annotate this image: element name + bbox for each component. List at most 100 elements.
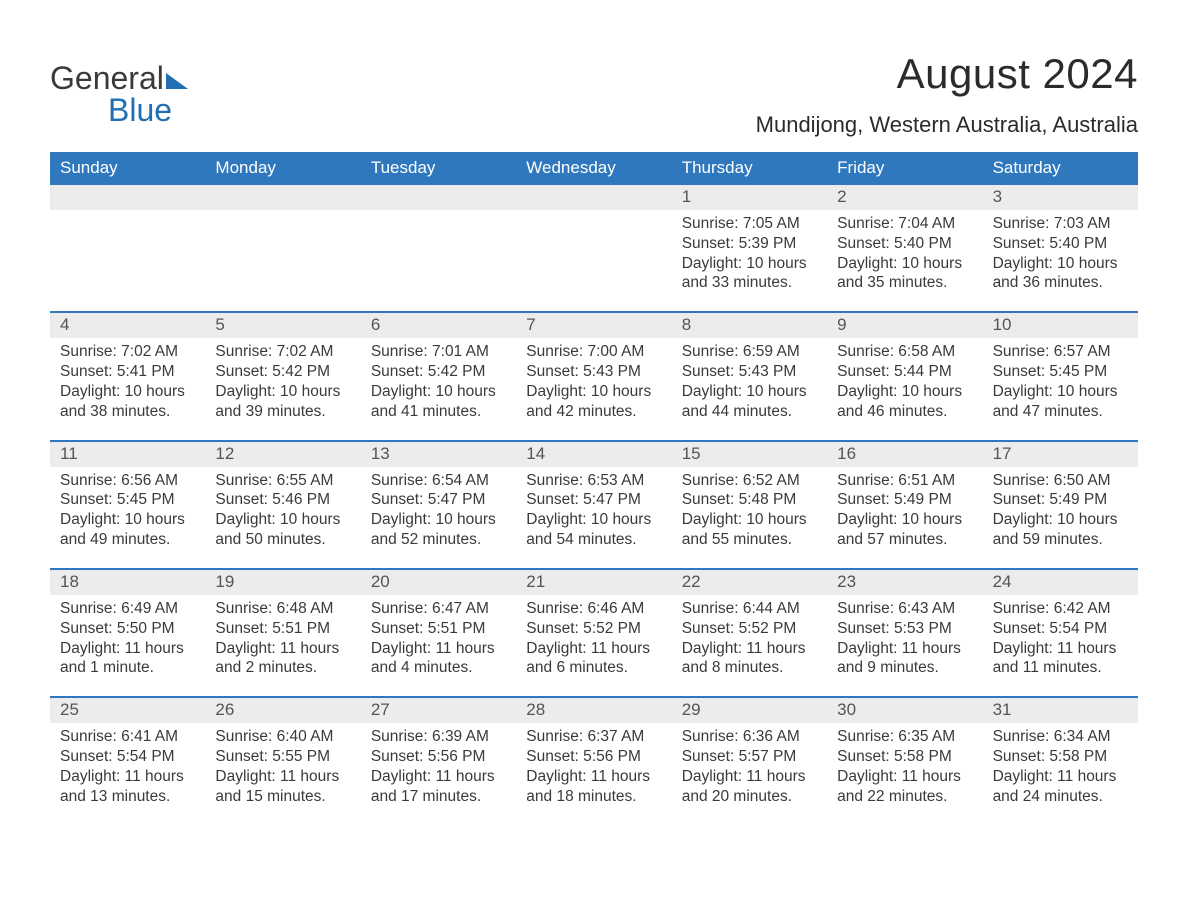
day-cell: Sunrise: 6:41 AMSunset: 5:54 PMDaylight:… (50, 723, 205, 812)
sunset-value: Sunset: 5:58 PM (993, 747, 1128, 767)
sunrise-value: Sunrise: 6:34 AM (993, 727, 1128, 747)
sunrise-value: Sunrise: 6:58 AM (837, 342, 972, 362)
day-cell: Sunrise: 6:57 AMSunset: 5:45 PMDaylight:… (983, 338, 1138, 439)
daylight-value: Daylight: 10 hours and 44 minutes. (682, 382, 817, 422)
sunrise-value: Sunrise: 6:50 AM (993, 471, 1128, 491)
daylight-value: Daylight: 11 hours and 24 minutes. (993, 767, 1128, 807)
daylight-value: Daylight: 11 hours and 18 minutes. (526, 767, 661, 807)
day-cell: Sunrise: 7:02 AMSunset: 5:42 PMDaylight:… (205, 338, 360, 439)
sunset-value: Sunset: 5:39 PM (682, 234, 817, 254)
weekday-header-row: SundayMondayTuesdayWednesdayThursdayFrid… (50, 152, 1138, 185)
sunset-value: Sunset: 5:48 PM (682, 490, 817, 510)
day-cell: Sunrise: 7:03 AMSunset: 5:40 PMDaylight:… (983, 210, 1138, 311)
sunrise-value: Sunrise: 6:36 AM (682, 727, 817, 747)
calendar-week: 45678910Sunrise: 7:02 AMSunset: 5:41 PMD… (50, 311, 1138, 439)
sunrise-value: Sunrise: 6:48 AM (215, 599, 350, 619)
sunset-value: Sunset: 5:57 PM (682, 747, 817, 767)
day-cell: Sunrise: 6:49 AMSunset: 5:50 PMDaylight:… (50, 595, 205, 696)
daylight-value: Daylight: 10 hours and 49 minutes. (60, 510, 195, 550)
brand-word-2: Blue (108, 92, 172, 128)
day-cell: Sunrise: 6:34 AMSunset: 5:58 PMDaylight:… (983, 723, 1138, 812)
daylight-value: Daylight: 11 hours and 17 minutes. (371, 767, 506, 807)
day-cell: Sunrise: 7:04 AMSunset: 5:40 PMDaylight:… (827, 210, 982, 311)
day-cell: Sunrise: 6:55 AMSunset: 5:46 PMDaylight:… (205, 467, 360, 568)
sunset-value: Sunset: 5:54 PM (993, 619, 1128, 639)
day-cell: Sunrise: 7:01 AMSunset: 5:42 PMDaylight:… (361, 338, 516, 439)
title-block: August 2024 Mundijong, Western Australia… (756, 50, 1138, 138)
daylight-value: Daylight: 10 hours and 39 minutes. (215, 382, 350, 422)
day-cell: Sunrise: 6:59 AMSunset: 5:43 PMDaylight:… (672, 338, 827, 439)
day-number: 10 (983, 313, 1138, 338)
sunrise-value: Sunrise: 6:41 AM (60, 727, 195, 747)
daylight-value: Daylight: 10 hours and 54 minutes. (526, 510, 661, 550)
day-cell: Sunrise: 7:05 AMSunset: 5:39 PMDaylight:… (672, 210, 827, 311)
day-cell: Sunrise: 6:44 AMSunset: 5:52 PMDaylight:… (672, 595, 827, 696)
daylight-value: Daylight: 11 hours and 8 minutes. (682, 639, 817, 679)
sunrise-value: Sunrise: 6:42 AM (993, 599, 1128, 619)
day-number: 9 (827, 313, 982, 338)
day-cell: Sunrise: 6:53 AMSunset: 5:47 PMDaylight:… (516, 467, 671, 568)
day-number: 4 (50, 313, 205, 338)
sunset-value: Sunset: 5:46 PM (215, 490, 350, 510)
calendar-page: General Blue August 2024 Mundijong, West… (0, 0, 1188, 853)
day-number: 19 (205, 570, 360, 595)
day-number: 16 (827, 442, 982, 467)
day-number (361, 185, 516, 210)
sunset-value: Sunset: 5:45 PM (993, 362, 1128, 382)
day-number-row: 18192021222324 (50, 570, 1138, 595)
daylight-value: Daylight: 11 hours and 15 minutes. (215, 767, 350, 807)
sunset-value: Sunset: 5:40 PM (993, 234, 1128, 254)
sunrise-value: Sunrise: 6:40 AM (215, 727, 350, 747)
daylight-value: Daylight: 11 hours and 11 minutes. (993, 639, 1128, 679)
day-number-row: 25262728293031 (50, 698, 1138, 723)
calendar-week: 123Sunrise: 7:05 AMSunset: 5:39 PMDaylig… (50, 185, 1138, 311)
sunset-value: Sunset: 5:52 PM (526, 619, 661, 639)
brand-logo: General Blue (50, 50, 188, 126)
day-number: 20 (361, 570, 516, 595)
sunrise-value: Sunrise: 6:46 AM (526, 599, 661, 619)
day-number: 30 (827, 698, 982, 723)
day-cell: Sunrise: 6:39 AMSunset: 5:56 PMDaylight:… (361, 723, 516, 812)
day-number: 3 (983, 185, 1138, 210)
daylight-value: Daylight: 10 hours and 55 minutes. (682, 510, 817, 550)
day-content-row: Sunrise: 7:05 AMSunset: 5:39 PMDaylight:… (50, 210, 1138, 311)
day-cell: Sunrise: 6:56 AMSunset: 5:45 PMDaylight:… (50, 467, 205, 568)
daylight-value: Daylight: 10 hours and 52 minutes. (371, 510, 506, 550)
day-cell (516, 210, 671, 311)
daylight-value: Daylight: 10 hours and 42 minutes. (526, 382, 661, 422)
sunset-value: Sunset: 5:50 PM (60, 619, 195, 639)
day-content-row: Sunrise: 6:49 AMSunset: 5:50 PMDaylight:… (50, 595, 1138, 696)
day-number: 25 (50, 698, 205, 723)
sunset-value: Sunset: 5:42 PM (215, 362, 350, 382)
day-cell: Sunrise: 6:58 AMSunset: 5:44 PMDaylight:… (827, 338, 982, 439)
daylight-value: Daylight: 11 hours and 6 minutes. (526, 639, 661, 679)
sunrise-value: Sunrise: 6:57 AM (993, 342, 1128, 362)
sunrise-value: Sunrise: 6:43 AM (837, 599, 972, 619)
weekday-header: Wednesday (516, 152, 671, 185)
day-number: 6 (361, 313, 516, 338)
sunset-value: Sunset: 5:41 PM (60, 362, 195, 382)
day-number: 22 (672, 570, 827, 595)
daylight-value: Daylight: 10 hours and 33 minutes. (682, 254, 817, 294)
brand-text: General Blue (50, 62, 188, 126)
day-cell: Sunrise: 6:47 AMSunset: 5:51 PMDaylight:… (361, 595, 516, 696)
day-number: 5 (205, 313, 360, 338)
sunset-value: Sunset: 5:45 PM (60, 490, 195, 510)
daylight-value: Daylight: 10 hours and 41 minutes. (371, 382, 506, 422)
day-cell: Sunrise: 6:48 AMSunset: 5:51 PMDaylight:… (205, 595, 360, 696)
day-number: 23 (827, 570, 982, 595)
daylight-value: Daylight: 11 hours and 22 minutes. (837, 767, 972, 807)
day-number: 1 (672, 185, 827, 210)
daylight-value: Daylight: 10 hours and 35 minutes. (837, 254, 972, 294)
daylight-value: Daylight: 10 hours and 47 minutes. (993, 382, 1128, 422)
sunrise-value: Sunrise: 7:05 AM (682, 214, 817, 234)
sunset-value: Sunset: 5:40 PM (837, 234, 972, 254)
sunset-value: Sunset: 5:55 PM (215, 747, 350, 767)
day-number (516, 185, 671, 210)
sunset-value: Sunset: 5:43 PM (526, 362, 661, 382)
day-content-row: Sunrise: 6:56 AMSunset: 5:45 PMDaylight:… (50, 467, 1138, 568)
day-number-row: 11121314151617 (50, 442, 1138, 467)
day-number: 2 (827, 185, 982, 210)
day-content-row: Sunrise: 7:02 AMSunset: 5:41 PMDaylight:… (50, 338, 1138, 439)
day-cell (205, 210, 360, 311)
